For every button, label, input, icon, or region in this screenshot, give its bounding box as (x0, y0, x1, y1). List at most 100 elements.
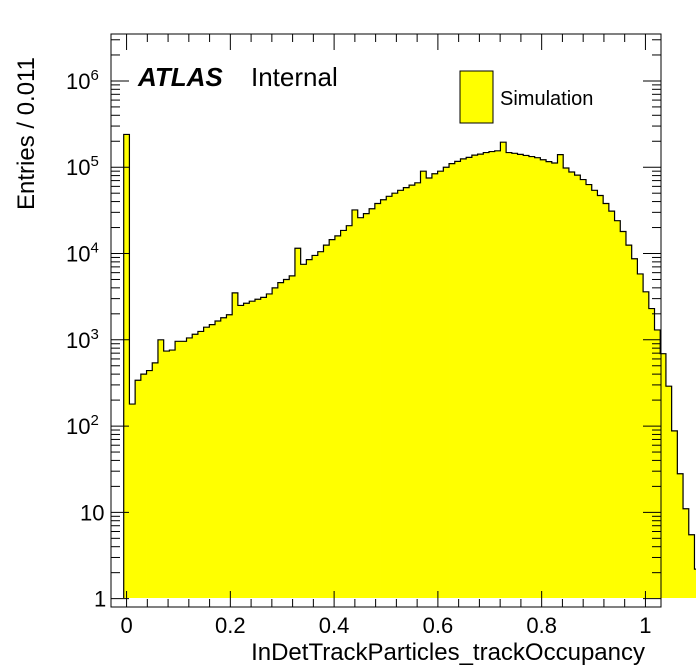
histogram-bin (272, 287, 279, 598)
histogram-bin (403, 187, 410, 598)
histogram-bin (551, 162, 558, 599)
y-tick-label: 106 (66, 67, 99, 94)
histogram-bin (140, 374, 147, 598)
histogram-bin (129, 404, 136, 598)
histogram-bin (654, 329, 661, 598)
histogram-bin (631, 258, 638, 598)
histogram-bin (289, 275, 296, 598)
legend-label: Simulation (500, 88, 593, 110)
histogram-bin (511, 153, 518, 599)
histogram-bin (426, 178, 433, 598)
x-tick-labels: 0 0.2 0.4 0.6 0.8 1 (120, 613, 651, 638)
histogram-bin (454, 161, 461, 598)
histogram-bin (363, 213, 370, 599)
histogram-bin (489, 151, 496, 599)
y-tick-label: 102 (66, 412, 99, 439)
histogram-bin (215, 321, 222, 598)
histogram-bin (665, 386, 673, 598)
histogram-bin (380, 199, 387, 599)
y-tick-label: 1 (94, 587, 106, 612)
histogram-bin (414, 182, 421, 599)
histogram-bin (249, 301, 256, 598)
histogram-bin (340, 230, 347, 598)
histogram-bin (620, 231, 627, 599)
axis-ticks (111, 34, 661, 607)
histogram-bin (397, 190, 404, 598)
histogram-bin (157, 339, 165, 598)
y-tick-label: 104 (66, 240, 99, 267)
histogram-bin (312, 255, 319, 598)
histogram-bin (369, 208, 376, 598)
histogram-bin (608, 211, 615, 599)
histogram-bin (123, 134, 130, 599)
histogram-bin (625, 245, 633, 598)
histogram-outline (123, 133, 696, 598)
histogram-bin (357, 217, 364, 598)
histogram-bin (648, 308, 655, 598)
histogram-bin (386, 196, 393, 598)
histogram-bin (135, 380, 142, 598)
histogram-bin (597, 195, 604, 598)
histogram-bin (431, 173, 439, 598)
histogram-bin (294, 248, 302, 598)
histogram-bin (557, 154, 564, 598)
histogram-bin (540, 159, 547, 598)
histogram-bin (591, 190, 598, 598)
histogram-bin (603, 203, 610, 599)
histogram-bin (506, 152, 513, 599)
x-tick-label: 0.8 (526, 613, 557, 638)
histogram-bin (614, 220, 621, 598)
histogram-bin (152, 362, 159, 598)
histogram-bin (391, 193, 399, 598)
histogram-bin (180, 341, 187, 598)
histogram-bin (460, 158, 467, 599)
histogram-bin (243, 303, 250, 598)
histogram-bin (523, 155, 530, 598)
histogram-bin (220, 317, 227, 598)
histogram-bin (300, 264, 307, 598)
y-tick-labels: 1 10 102 103 104 105 106 (66, 67, 106, 612)
histogram-bin (534, 157, 541, 598)
x-tick-label: 0.2 (215, 613, 246, 638)
histogram-bin (500, 142, 507, 598)
plot-frame (110, 33, 662, 608)
histogram-bin (466, 157, 473, 598)
histogram-bin (186, 337, 193, 598)
y-tick-label: 10 (80, 500, 104, 525)
histogram-bin (528, 156, 536, 599)
histogram-bin (483, 152, 490, 599)
histogram-bin (146, 370, 153, 598)
x-tick-label: 1 (639, 613, 651, 638)
y-axis-title: Entries / 0.011 (13, 57, 40, 210)
histogram-bin (197, 331, 205, 598)
legend-swatch (459, 70, 494, 124)
histogram-bin (374, 203, 381, 599)
histogram-bin (677, 473, 684, 598)
histogram-bin (209, 324, 216, 598)
x-axis-title: InDetTrackParticles_trackOccupancy (251, 639, 645, 666)
histogram-bin (266, 293, 273, 598)
y-tick-label: 103 (66, 326, 99, 353)
histogram-bin (169, 350, 176, 598)
histogram-bin (580, 179, 587, 599)
histogram-bin (277, 282, 284, 598)
histogram-bin (203, 327, 210, 598)
histogram-bin (352, 209, 359, 599)
histogram-bin (643, 291, 650, 598)
histogram-bin (175, 341, 182, 598)
histogram-bin (546, 161, 553, 598)
histogram-bin (192, 334, 199, 598)
histogram-bin (574, 175, 581, 598)
histogram-bin (437, 171, 444, 599)
histogram-bin (517, 154, 524, 598)
histogram-bin (471, 155, 478, 598)
histogram-bin (494, 150, 501, 599)
histogram-bin (260, 297, 267, 598)
histogram-bin (688, 534, 695, 598)
histogram-bin (226, 314, 233, 598)
histogram-bin (563, 167, 570, 599)
histogram-bin (334, 235, 341, 598)
histogram-bin (254, 299, 262, 598)
histogram-bin (637, 273, 644, 598)
